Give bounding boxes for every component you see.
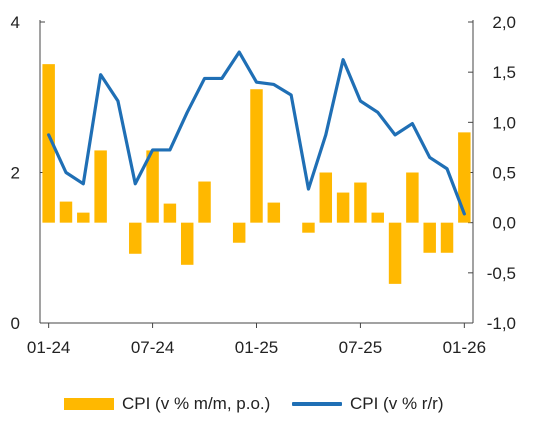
cpi-mm-bar: [372, 213, 384, 223]
legend-swatch-line: [292, 402, 342, 406]
right-axis-tick-label: -1,0: [487, 314, 516, 333]
left-axis-tick-label: 4: [11, 13, 20, 32]
cpi-mm-bar: [268, 203, 280, 223]
legend-item-bars: CPI (v % m/m, p.o.): [64, 391, 270, 417]
cpi-mm-bar: [60, 202, 72, 223]
cpi-mm-bar: [354, 183, 366, 223]
x-axis-tick-label: 01-24: [27, 338, 70, 357]
cpi-mm-bar: [320, 173, 332, 223]
cpi-mm-bar: [233, 223, 245, 243]
legend-item-line: CPI (v % r/r): [292, 391, 444, 417]
x-axis-tick-label: 01-25: [235, 338, 278, 357]
x-axis-tick-label: 01-26: [443, 338, 486, 357]
cpi-mm-bar: [181, 223, 193, 265]
right-axis-tick-label: 0,0: [492, 214, 516, 233]
cpi-mm-bar: [389, 223, 401, 284]
cpi-mm-bar: [441, 223, 453, 253]
left-axis-tick-label: 0: [11, 314, 20, 333]
legend: CPI (v % m/m, p.o.) CPI (v % r/r): [0, 391, 536, 417]
legend-label-bars: CPI (v % m/m, p.o.): [122, 394, 270, 414]
cpi-mm-bar: [129, 223, 141, 254]
right-axis-tick-label: 1,0: [492, 113, 516, 132]
cpi-mm-bar: [423, 223, 435, 253]
cpi-mm-bar: [250, 89, 262, 222]
cpi-mm-bar: [406, 173, 418, 223]
right-axis-tick-label: 0,5: [492, 164, 516, 183]
cpi-mm-bar: [77, 213, 89, 223]
legend-label-line: CPI (v % r/r): [350, 394, 444, 414]
right-axis-tick-label: 1,5: [492, 63, 516, 82]
left-axis-tick-label: 2: [11, 164, 20, 183]
cpi-mm-bar: [198, 182, 210, 223]
right-axis-tick-label: 2,0: [492, 13, 516, 32]
cpi-mm-bar: [458, 132, 470, 222]
cpi-mm-bar: [302, 223, 314, 233]
cpi-mm-bar: [164, 204, 176, 223]
cpi-mm-bar: [94, 150, 106, 222]
right-axis-tick-label: -0,5: [487, 264, 516, 283]
cpi-mm-bar: [337, 193, 349, 223]
legend-swatch-bars: [64, 398, 114, 410]
x-axis-tick-label: 07-25: [339, 338, 382, 357]
x-axis-tick-label: 07-24: [131, 338, 174, 357]
